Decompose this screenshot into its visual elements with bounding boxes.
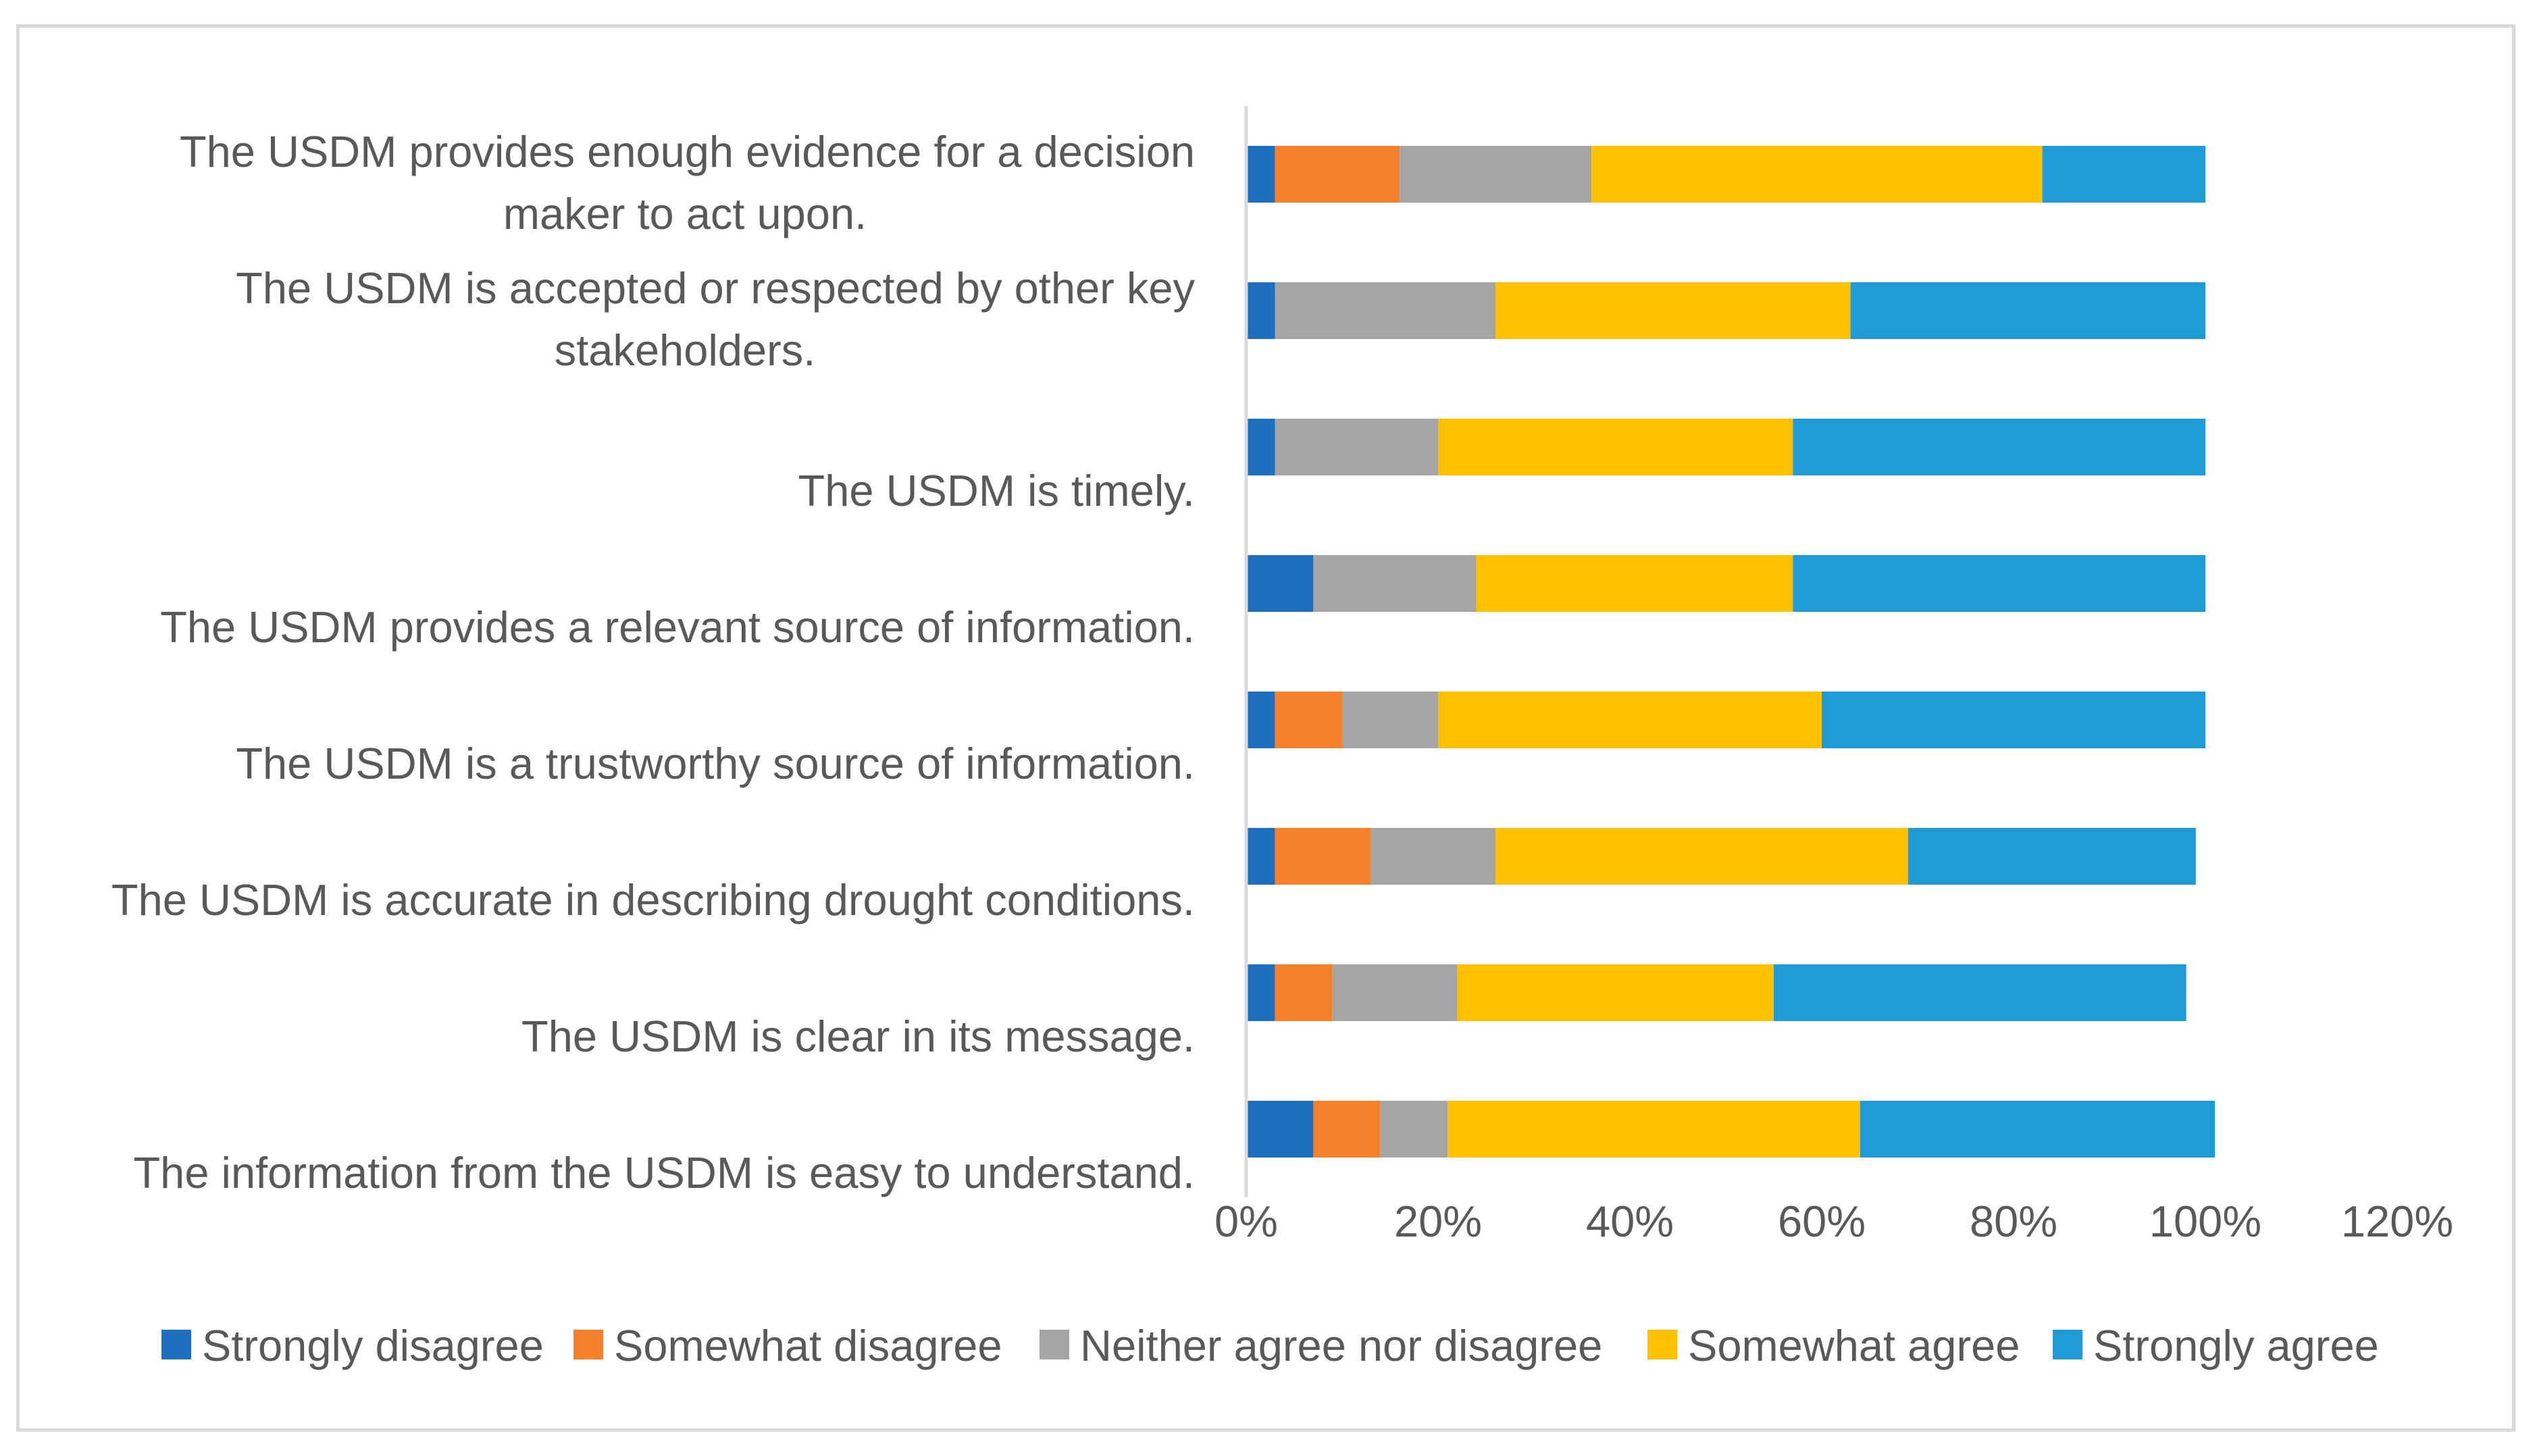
bar-segment-neither-agree-nor-disagree — [1371, 828, 1496, 885]
bar-segment-strongly-agree — [1850, 282, 2205, 339]
bar-segment-strongly-disagree — [1246, 282, 1275, 339]
category-label: stakeholders. — [555, 326, 816, 375]
category-labels: The USDM provides enough evidence for a … — [111, 127, 1196, 1197]
bar-segment-strongly-disagree — [1246, 555, 1314, 612]
bar-segment-somewhat-agree — [1448, 1101, 1860, 1158]
stacked-bar-chart: The USDM provides enough evidence for a … — [111, 106, 2453, 1370]
category-label: The USDM is accurate in describing droug… — [111, 875, 1195, 925]
chart-frame: The USDM provides enough evidence for a … — [16, 24, 2515, 1432]
bar-segment-neither-agree-nor-disagree — [1332, 964, 1458, 1021]
legend-label: Somewhat agree — [1688, 1321, 2020, 1370]
category-label: The USDM is clear in its message. — [521, 1012, 1195, 1061]
bar-segment-somewhat-disagree — [1275, 828, 1371, 885]
bar-segment-somewhat-agree — [1495, 282, 1851, 339]
legend-swatch — [573, 1330, 603, 1359]
x-tick-label: 20% — [1394, 1197, 1482, 1246]
legend-label: Neither agree nor disagree — [1080, 1321, 1602, 1370]
bar-segment-strongly-disagree — [1246, 692, 1275, 748]
category-label: The USDM provides a relevant source of i… — [160, 602, 1195, 652]
category-label: The USDM is a trustworthy source of info… — [236, 739, 1195, 788]
legend-swatch — [1040, 1330, 1069, 1359]
bar-segment-somewhat-disagree — [1275, 964, 1333, 1021]
bar-segment-strongly-disagree — [1246, 419, 1275, 475]
category-label: The USDM is timely. — [798, 466, 1195, 515]
legend-label: Strongly agree — [2093, 1321, 2379, 1370]
category-label: maker to act upon. — [503, 189, 867, 238]
bar-segment-somewhat-agree — [1438, 692, 1822, 748]
bar-segment-strongly-agree — [2042, 146, 2205, 203]
x-tick-label: 40% — [1586, 1197, 1674, 1246]
bar-segment-somewhat-agree — [1457, 964, 1774, 1021]
bar-segment-somewhat-disagree — [1275, 146, 1400, 203]
bar-segment-somewhat-disagree — [1313, 1101, 1381, 1158]
x-tick-label: 60% — [1778, 1197, 1866, 1246]
bar-segment-neither-agree-nor-disagree — [1380, 1101, 1448, 1158]
x-tick-label: 100% — [2149, 1197, 2261, 1246]
bar-segment-somewhat-agree — [1591, 146, 2043, 203]
legend: Strongly disagree Somewhat disagree Neithe… — [161, 1321, 2379, 1370]
bar-segment-strongly-disagree — [1246, 964, 1275, 1021]
legend-swatch — [1647, 1330, 1677, 1359]
bar-segment-strongly-disagree — [1246, 146, 1275, 203]
legend-swatch — [2053, 1330, 2082, 1359]
bar-segment-strongly-disagree — [1246, 1101, 1314, 1158]
bars-layer — [1246, 146, 2216, 1158]
bar-segment-neither-agree-nor-disagree — [1275, 282, 1496, 339]
bar-segment-neither-agree-nor-disagree — [1275, 419, 1438, 475]
bar-segment-strongly-agree — [1793, 419, 2205, 475]
bar-segment-strongly-disagree — [1246, 828, 1275, 885]
category-label: The USDM is accepted or respected by oth… — [236, 263, 1195, 313]
legend-swatch — [161, 1330, 191, 1359]
legend-label: Somewhat disagree — [614, 1321, 1002, 1370]
bar-segment-somewhat-agree — [1438, 419, 1793, 475]
bar-segment-strongly-agree — [1793, 555, 2205, 612]
bar-segment-strongly-agree — [1907, 828, 2196, 885]
category-label: The information from the USDM is easy to… — [133, 1148, 1195, 1197]
bar-segment-neither-agree-nor-disagree — [1400, 146, 1592, 203]
x-axis-tick-labels: 0% 20% 40% 60% 80% 100% 120% — [1214, 1197, 2453, 1246]
bar-segment-strongly-agree — [1822, 692, 2205, 748]
bar-segment-neither-agree-nor-disagree — [1342, 692, 1438, 748]
x-tick-label: 80% — [1970, 1197, 2057, 1246]
bar-segment-somewhat-agree — [1476, 555, 1793, 612]
bar-segment-neither-agree-nor-disagree — [1313, 555, 1477, 612]
legend-label: Strongly disagree — [202, 1321, 544, 1370]
x-tick-label: 0% — [1214, 1197, 1278, 1246]
bar-segment-somewhat-agree — [1495, 828, 1908, 885]
bar-segment-somewhat-disagree — [1275, 692, 1342, 748]
category-label: The USDM provides enough evidence for a … — [180, 127, 1195, 176]
x-tick-label: 120% — [2341, 1197, 2453, 1246]
bar-segment-strongly-agree — [1774, 964, 2186, 1021]
bar-segment-strongly-agree — [1860, 1101, 2216, 1158]
